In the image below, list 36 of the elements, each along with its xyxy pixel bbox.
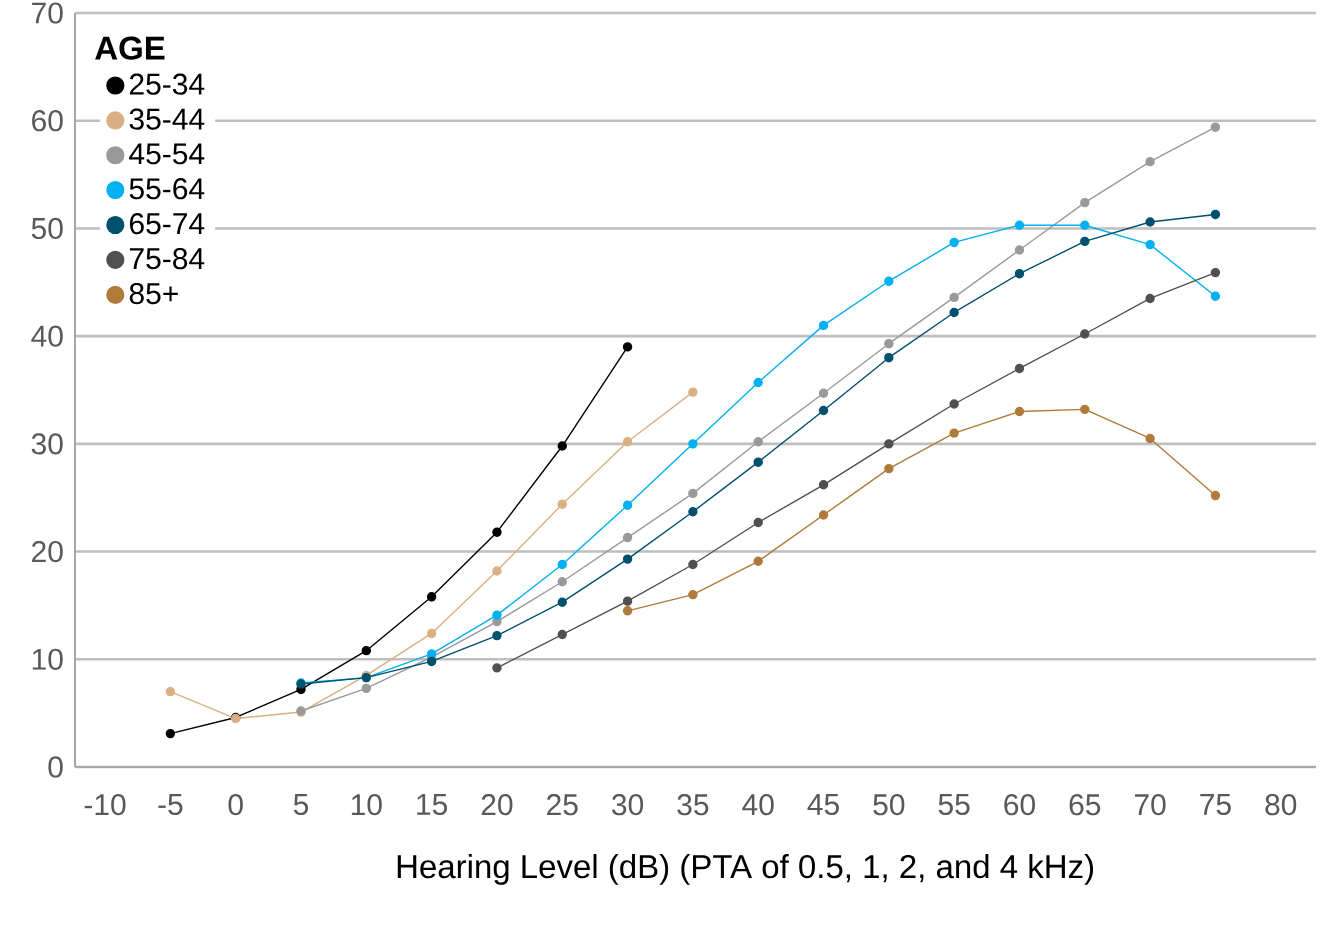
x-tick-label: 0	[228, 794, 243, 816]
legend-label: 55-64	[129, 178, 205, 200]
x-tick-label: 45	[807, 794, 839, 815]
y-tick-label: 10	[32, 648, 63, 670]
x-tick-label: 75	[1200, 794, 1231, 815]
x-tick-label: 30	[612, 794, 644, 816]
legend-label: 35-44	[129, 108, 205, 130]
x-axis-title: Hearing Level (dB) (PTA of 0.5, 1, 2, and 4 kHz)	[397, 854, 1094, 885]
x-tick-label: 55	[938, 794, 970, 815]
x-tick-label: -5	[158, 794, 183, 815]
legend-label: 75-84	[129, 247, 205, 270]
x-tick-label: 15	[417, 794, 448, 815]
x-tick-label: 25	[547, 794, 578, 816]
legend-label: 25-34	[129, 73, 205, 95]
y-tick-label: 0	[48, 756, 63, 778]
x-tick-label: 5	[293, 794, 309, 815]
x-tick-label: 50	[873, 794, 905, 816]
legend-label: 45-54	[129, 143, 205, 165]
x-tick-label: -10	[84, 794, 126, 816]
x-tick-label: 10	[351, 794, 382, 816]
x-tick-label: 65	[1069, 794, 1101, 816]
x-tick-label: 60	[1004, 794, 1035, 816]
y-tick-label: 30	[31, 433, 63, 455]
legend-label: 65-74	[129, 213, 205, 235]
y-tick-label: 20	[32, 540, 63, 563]
x-tick-label: 20	[481, 794, 513, 816]
y-tick-label: 40	[31, 325, 63, 347]
x-tick-label: 80	[1265, 794, 1297, 816]
legend-title: AGE	[95, 36, 165, 60]
x-tick-label: 70	[1134, 794, 1166, 816]
x-tick-label: 40	[742, 794, 774, 816]
y-tick-label: 70	[32, 2, 63, 24]
y-tick-label: 50	[31, 217, 63, 240]
x-tick-label: 35	[677, 794, 709, 816]
y-tick-label: 60	[32, 110, 63, 132]
legend-label: 85+	[129, 282, 178, 305]
